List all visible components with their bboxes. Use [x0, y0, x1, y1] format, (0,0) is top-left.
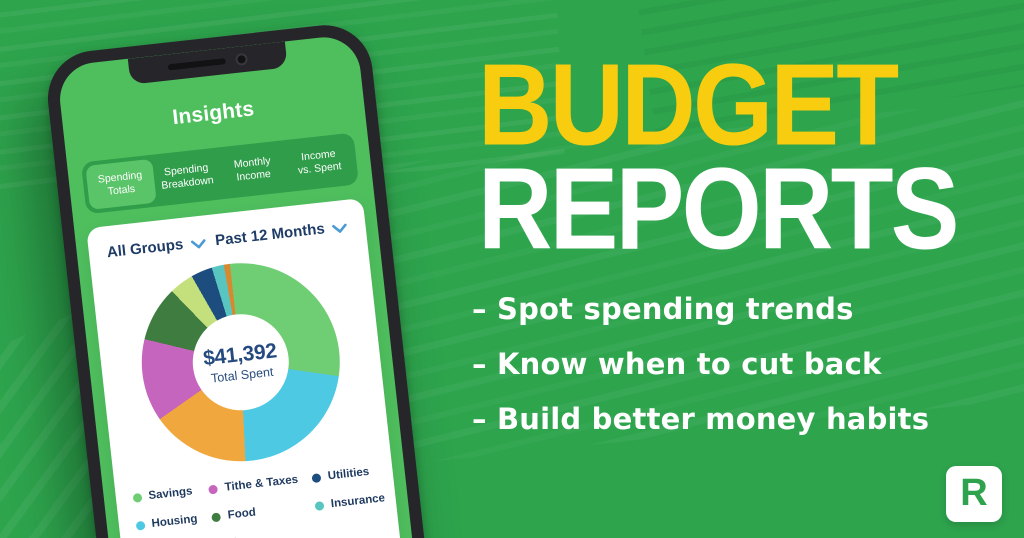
ramsey-logo-letter: R: [960, 471, 988, 514]
legend-label: Housing: [150, 512, 199, 530]
group-filter-dropdown[interactable]: All Groups: [106, 233, 207, 261]
phone-notch: [127, 41, 288, 85]
legend-dot: [314, 500, 325, 511]
page-title: Insights: [171, 97, 256, 130]
legend-dot: [211, 511, 222, 522]
benefit-item: – Know when to cut back: [472, 347, 882, 381]
tab-spending-totals[interactable]: Spending Totals: [85, 158, 157, 210]
legend-label: Tithe & Taxes: [224, 473, 299, 494]
legend-label: Insurance: [330, 492, 386, 511]
headline: BUDGET REPORTS: [478, 39, 998, 267]
headline-budget: BUDGET: [478, 39, 899, 170]
spending-donut-chart[interactable]: $41,392 Total Spent: [131, 252, 351, 472]
legend-dot: [132, 492, 143, 503]
legend-label: Utilities: [327, 465, 370, 483]
tab-income-vs-spent[interactable]: Income vs. Spent: [297, 148, 343, 177]
tab-spending-breakdown[interactable]: Spending Breakdown: [160, 162, 215, 192]
legend-dot: [135, 520, 146, 531]
benefit-item: – Spot spending trends: [472, 292, 854, 326]
group-filter-label: All Groups: [106, 235, 185, 262]
period-filter-label: Past 12 Months: [214, 220, 326, 250]
legend-dot: [208, 484, 219, 494]
headline-reports: REPORTS: [478, 143, 960, 274]
filters-row: All Groups Past 12 Months: [104, 218, 350, 262]
legend-label: Savings: [147, 485, 194, 503]
period-filter-dropdown[interactable]: Past 12 Months: [214, 218, 348, 249]
report-card: All Groups Past 12 Months: [86, 197, 402, 538]
ramsey-logo: R: [946, 466, 1002, 522]
benefits-list: – Spot spending trends – Know when to cu…: [472, 292, 929, 457]
speaker-grille: [167, 58, 226, 71]
legend-label: Food: [227, 506, 257, 522]
chevron-down-icon: [190, 238, 206, 248]
benefit-item: – Build better money habits: [472, 402, 930, 436]
front-camera: [234, 52, 249, 66]
chevron-down-icon: [332, 223, 347, 233]
phone-screen: Insights Spending Totals Spending Breakdown…: [56, 33, 431, 538]
legend-dot: [311, 472, 322, 483]
phone-mockup: Insights Spending Totals Spending Breakdown…: [42, 20, 444, 538]
tab-monthly-income[interactable]: Monthly Income: [233, 155, 272, 184]
